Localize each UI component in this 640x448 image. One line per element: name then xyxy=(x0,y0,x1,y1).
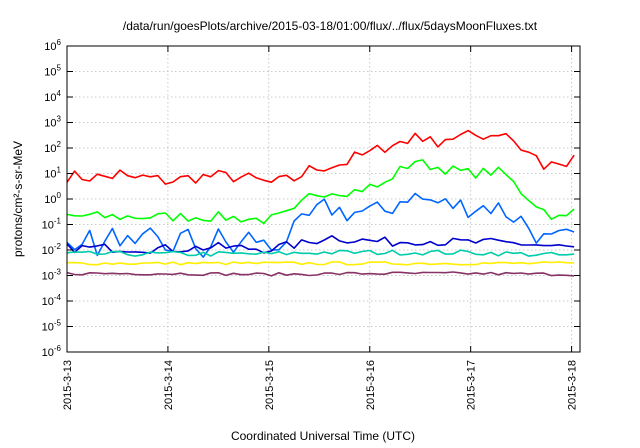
y-tick-label: 100 xyxy=(44,191,61,206)
y-tick-label: 10-5 xyxy=(42,319,62,334)
y-tick-label: 10-2 xyxy=(42,242,62,257)
y-tick-label: 104 xyxy=(44,89,61,104)
y-axis-label: protons/cm²-s-sr-MeV xyxy=(11,141,25,257)
series-line xyxy=(66,129,575,185)
series-line xyxy=(66,235,575,254)
series-line xyxy=(66,249,575,257)
x-tick-label: 2015-3-17 xyxy=(466,360,478,410)
x-tick-label: 2015-3-16 xyxy=(365,360,377,410)
x-tick-label: 2015-3-13 xyxy=(62,360,74,410)
series-group xyxy=(66,129,575,277)
y-tick-label: 106 xyxy=(44,38,61,53)
x-tick-label: 2015-3-15 xyxy=(264,360,276,410)
x-axis-ticks: 2015-3-13 2015-3-14 2015-3-15 2015-3-16 2015… xyxy=(62,46,579,410)
y-tick-label: 101 xyxy=(44,166,61,181)
y-tick-label: 105 xyxy=(44,64,61,79)
y-tick-label: 102 xyxy=(44,140,61,155)
x-axis-label: Coordinated Universal Time (UTC) xyxy=(231,429,415,443)
y-tick-label: 10-3 xyxy=(42,268,62,283)
series-line xyxy=(66,271,575,277)
y-axis-ticks: 10-6 10-5 10-4 10-3 10-2 10-1 100 101 102 103 104 1… xyxy=(42,38,580,359)
series-line xyxy=(66,261,575,266)
y-tick-label: 10-1 xyxy=(42,217,62,232)
series-line xyxy=(66,159,575,225)
y-tick-label: 103 xyxy=(44,115,61,130)
y-tick-label: 10-6 xyxy=(42,344,62,359)
x-tick-label: 2015-3-18 xyxy=(567,360,579,410)
chart-title: /data/run/goesPlots/archive/2015-03-18/0… xyxy=(123,19,538,33)
x-tick-label: 2015-3-14 xyxy=(163,360,175,410)
y-tick-label: 10-4 xyxy=(42,293,62,308)
series-line xyxy=(66,192,575,258)
